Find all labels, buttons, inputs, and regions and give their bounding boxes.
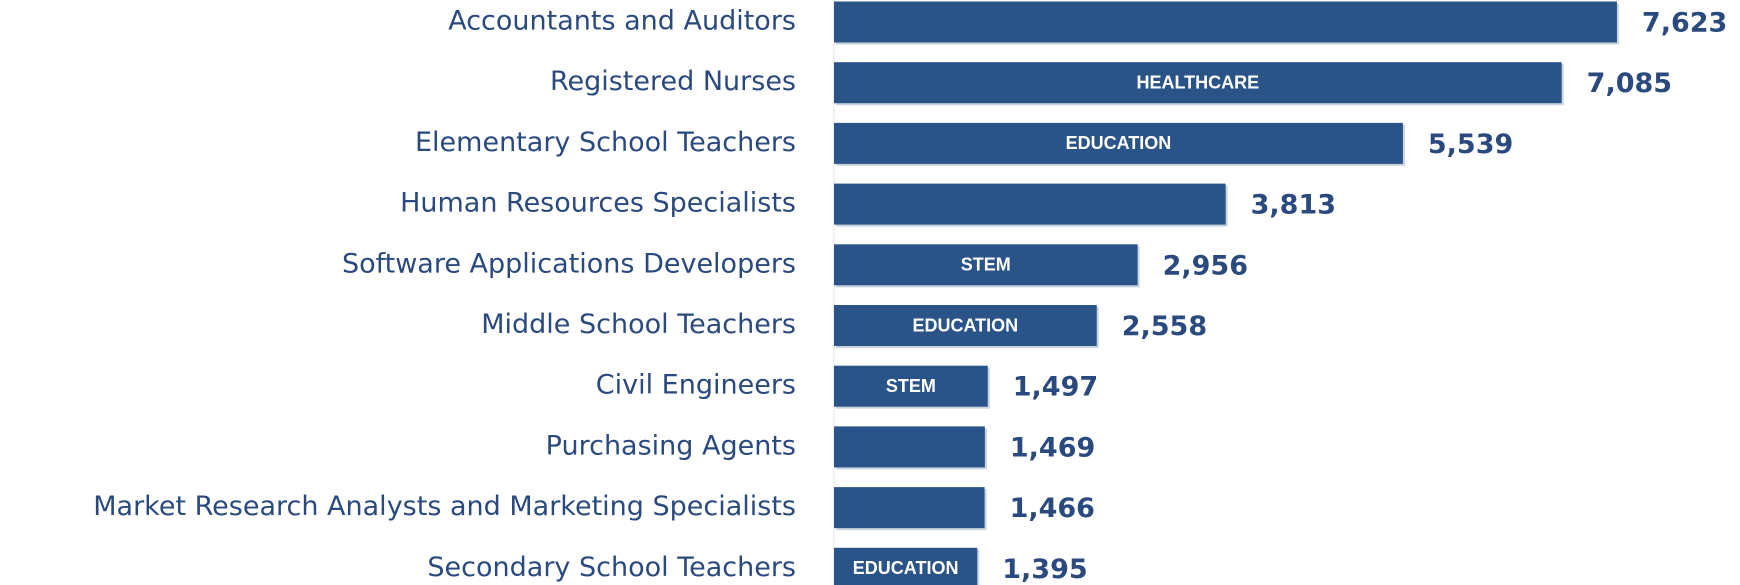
category-label: Accountants and Auditors bbox=[448, 6, 796, 37]
value-label: 1,497 bbox=[1013, 372, 1098, 403]
category-label: Civil Engineers bbox=[596, 370, 796, 401]
bar-tag: EDUCATION bbox=[913, 315, 1019, 335]
value-label: 5,539 bbox=[1428, 129, 1513, 160]
bar bbox=[834, 244, 1138, 286]
value-label: 7,085 bbox=[1587, 68, 1672, 99]
bar bbox=[834, 183, 1226, 225]
value-label: 1,395 bbox=[1002, 554, 1087, 585]
category-label: Software Applications Developers bbox=[342, 248, 796, 279]
bar bbox=[834, 1, 1617, 43]
bar bbox=[834, 305, 1097, 346]
value-label: 7,623 bbox=[1642, 8, 1727, 39]
bar bbox=[834, 426, 985, 468]
category-label: Middle School Teachers bbox=[481, 309, 796, 340]
bar bbox=[834, 365, 988, 407]
category-label: Elementary School Teachers bbox=[415, 127, 796, 158]
value-label: 2,558 bbox=[1122, 311, 1207, 342]
category-label: Registered Nurses bbox=[550, 66, 796, 97]
bar bbox=[834, 487, 985, 529]
bar bbox=[834, 547, 978, 585]
category-label: Purchasing Agents bbox=[546, 430, 796, 461]
bar-tag: EDUCATION bbox=[1066, 133, 1172, 153]
bar-tag: EDUCATION bbox=[853, 558, 959, 578]
value-label: 3,813 bbox=[1251, 190, 1336, 221]
value-label: 2,956 bbox=[1163, 250, 1248, 281]
value-label: 1,469 bbox=[1010, 432, 1095, 463]
value-label: 1,466 bbox=[1010, 493, 1095, 524]
category-label: Human Resources Specialists bbox=[400, 188, 796, 219]
bar bbox=[834, 122, 1403, 164]
bar bbox=[834, 62, 1562, 104]
bar-tag: STEM bbox=[961, 255, 1011, 275]
bar-tag: STEM bbox=[886, 376, 936, 396]
category-label: Market Research Analysts and Marketing S… bbox=[93, 491, 796, 522]
category-label: Secondary School Teachers bbox=[427, 552, 796, 583]
bar-tag: HEALTHCARE bbox=[1136, 72, 1259, 92]
